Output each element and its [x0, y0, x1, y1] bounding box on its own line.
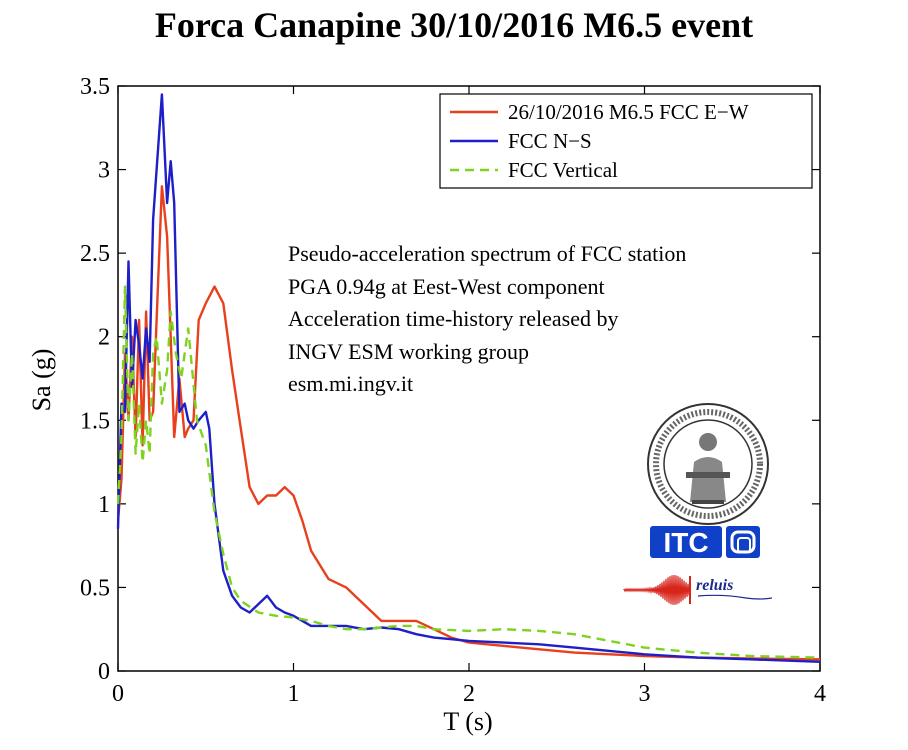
annotation-line-2: PGA 0.94g at Eest-West component — [288, 274, 605, 299]
y-tick-label: 0.5 — [80, 575, 110, 601]
x-axis-label: T (s) — [443, 707, 492, 736]
annotation-line-5: esm.mi.ingv.it — [288, 371, 414, 396]
y-tick-label: 3 — [98, 158, 110, 184]
legend-entry-3: FCC Vertical — [508, 158, 618, 182]
annotation-line-1: Pseudo-acceleration spectrum of FCC stat… — [288, 241, 687, 266]
x-tick-label: 4 — [814, 681, 826, 707]
y-tick-label: 0 — [98, 659, 110, 685]
legend-entry-1: 26/10/2016 M6.5 FCC E−W — [508, 100, 749, 124]
axes: 0 1 2 3 4 0 0.5 1 1.5 2 2.5 3 3.5 — [80, 74, 826, 707]
y-tick-label: 2.5 — [80, 241, 110, 267]
series-group — [116, 93, 821, 663]
legend: 26/10/2016 M6.5 FCC E−W FCC N−S FCC Vertic… — [439, 93, 813, 189]
reluis-logo: reluis — [623, 574, 772, 605]
annotation-line-3: Acceleration time-history released by — [288, 306, 619, 331]
x-tick-label: 2 — [463, 681, 475, 707]
series-line-2 — [116, 93, 821, 663]
x-tick-label: 1 — [288, 681, 300, 707]
legend-entry-2: FCC N−S — [508, 129, 592, 153]
series-line-3 — [116, 285, 821, 659]
legend-box — [439, 93, 813, 189]
chart-title: Forca Canapine 30/10/2016 M6.5 event — [154, 5, 754, 45]
university-seal-logo — [647, 403, 769, 525]
x-tick-label: 0 — [112, 681, 124, 707]
svg-text:ITC: ITC — [663, 527, 708, 558]
x-tick-label: 3 — [639, 681, 651, 707]
y-tick-label: 3.5 — [80, 74, 110, 100]
svg-text:reluis: reluis — [696, 577, 733, 594]
itc-logo: ITC — [650, 526, 760, 558]
annotation-line-4: INGV ESM working group — [288, 339, 529, 364]
y-axis-label: Sa (g) — [27, 349, 56, 412]
y-tick-label: 1 — [98, 492, 110, 518]
y-tick-label: 1.5 — [80, 408, 110, 434]
y-tick-label: 2 — [98, 325, 110, 351]
